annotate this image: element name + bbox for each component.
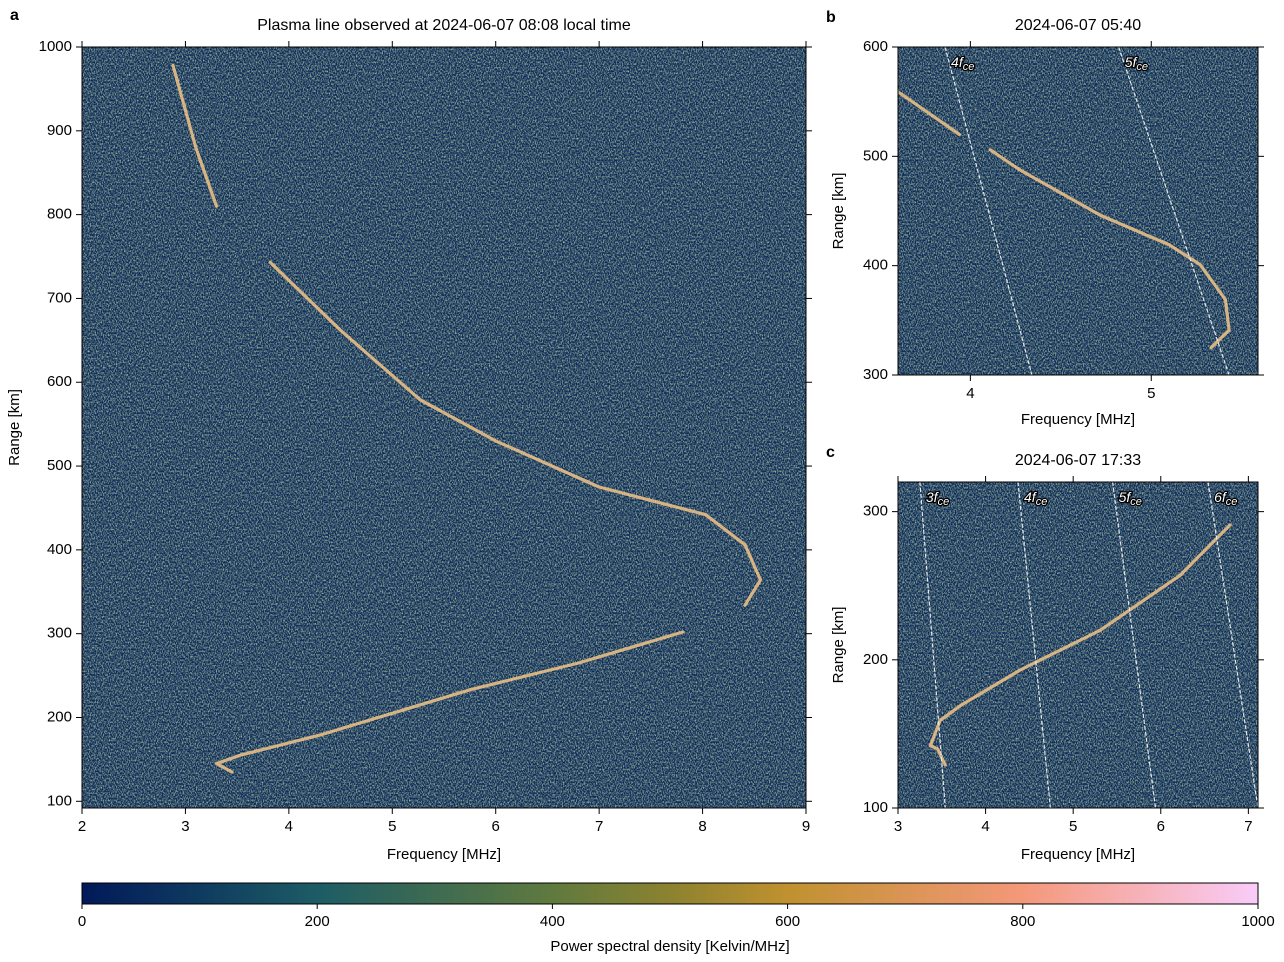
harmonic-label-main: 4f — [951, 54, 965, 70]
colorbar-tick-label: 200 — [305, 913, 330, 930]
panel-label: b — [826, 9, 836, 26]
panel-label: a — [10, 7, 19, 24]
y-tick-label: 700 — [47, 289, 72, 306]
y-tick-label: 600 — [863, 38, 888, 55]
plot-frame — [897, 46, 1259, 376]
y-axis-label: Range [km] — [830, 173, 847, 250]
harmonic-label-main: 4f — [1024, 489, 1038, 505]
y-tick-label: 200 — [863, 651, 888, 668]
x-tick-label: 5 — [388, 818, 396, 835]
heatmap-noise — [898, 482, 1258, 808]
colorbar-tick-label: 0 — [78, 913, 86, 930]
y-tick-label: 500 — [863, 147, 888, 164]
colorbar — [81, 882, 1259, 905]
heatmap-noise — [898, 47, 1258, 375]
plot-frame — [81, 46, 807, 809]
harmonic-label: 5fce — [1119, 489, 1142, 508]
harmonic-label-main: 5f — [1119, 489, 1133, 505]
colorbar-tick-label: 800 — [1010, 913, 1035, 930]
x-tick-label: 3 — [894, 818, 902, 835]
harmonic-line — [919, 482, 946, 808]
harmonic-line — [944, 47, 1033, 375]
y-tick-label: 100 — [47, 792, 72, 809]
x-tick-label: 4 — [285, 818, 293, 835]
y-axis-label: Range [km] — [830, 607, 847, 684]
plot-frame — [897, 481, 1259, 809]
harmonic-line — [1207, 482, 1258, 808]
chart-title: 2024-06-07 05:40 — [1015, 17, 1141, 34]
colorbar-label: Power spectral density [Kelvin/MHz] — [550, 938, 789, 955]
colorbar-tick-label: 600 — [775, 913, 800, 930]
x-tick-label: 7 — [1244, 818, 1252, 835]
y-tick-label: 500 — [47, 457, 72, 474]
plot-area — [898, 482, 1258, 808]
x-tick-label: 2 — [78, 818, 86, 835]
plasma-line-trace — [171, 63, 763, 774]
y-tick-label: 300 — [863, 503, 888, 520]
x-tick-label: 6 — [1157, 818, 1165, 835]
harmonic-label-main: 5f — [1125, 54, 1139, 70]
chart-title: 2024-06-07 17:33 — [1015, 452, 1141, 469]
colorbar-tick-label: 400 — [540, 913, 565, 930]
harmonic-label-sub: ce — [938, 496, 950, 508]
harmonic-label-sub: ce — [1136, 61, 1148, 73]
harmonic-label: 6fce — [1214, 489, 1237, 508]
harmonic-label-main: 3f — [926, 489, 940, 505]
chart-title: Plasma line observed at 2024-06-07 08:08… — [257, 17, 631, 34]
x-tick-label: 5 — [1147, 385, 1155, 402]
y-tick-label: 100 — [863, 799, 888, 816]
x-tick-label: 6 — [492, 818, 500, 835]
x-tick-label: 4 — [966, 385, 974, 402]
panel-label: c — [826, 444, 835, 461]
x-axis-label: Frequency [MHz] — [387, 846, 501, 863]
y-tick-label: 800 — [47, 206, 72, 223]
plasma-line-trace — [928, 523, 1232, 767]
harmonic-label-main: 6f — [1214, 489, 1228, 505]
x-tick-label: 3 — [181, 818, 189, 835]
colorbar-tick-label: 1000 — [1241, 913, 1274, 930]
y-tick-label: 300 — [863, 366, 888, 383]
y-tick-label: 1000 — [39, 38, 72, 55]
y-tick-label: 900 — [47, 122, 72, 139]
y-tick-label: 400 — [47, 541, 72, 558]
harmonic-label-sub: ce — [963, 61, 975, 73]
y-tick-label: 600 — [47, 373, 72, 390]
plot-area — [898, 47, 1258, 375]
plot-area — [82, 47, 806, 808]
x-tick-label: 5 — [1069, 818, 1077, 835]
harmonic-label-sub: ce — [1130, 496, 1142, 508]
x-tick-label: 9 — [802, 818, 810, 835]
harmonic-label-sub: ce — [1036, 496, 1048, 508]
heatmap-noise — [82, 47, 806, 808]
harmonic-label: 5fce — [1125, 54, 1148, 73]
harmonic-label: 3fce — [926, 489, 949, 508]
harmonic-line — [1112, 482, 1157, 808]
harmonic-label-sub: ce — [1226, 496, 1238, 508]
x-tick-label: 7 — [595, 818, 603, 835]
harmonic-line — [1017, 482, 1052, 808]
y-axis-label: Range [km] — [6, 389, 23, 466]
x-axis-label: Frequency [MHz] — [1021, 846, 1135, 863]
x-tick-label: 8 — [698, 818, 706, 835]
x-axis-label: Frequency [MHz] — [1021, 411, 1135, 428]
y-tick-label: 300 — [47, 625, 72, 642]
harmonic-label: 4fce — [1024, 489, 1047, 508]
y-tick-label: 400 — [863, 257, 888, 274]
harmonic-line — [1118, 47, 1230, 375]
plasma-line-trace — [898, 90, 1231, 350]
x-tick-label: 4 — [981, 818, 989, 835]
harmonic-label: 4fce — [951, 54, 974, 73]
y-tick-label: 200 — [47, 708, 72, 725]
